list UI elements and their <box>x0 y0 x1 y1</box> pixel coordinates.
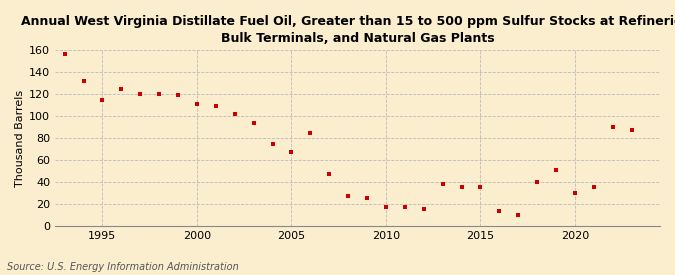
Point <box>400 205 410 210</box>
Point <box>305 130 316 135</box>
Title: Annual West Virginia Distillate Fuel Oil, Greater than 15 to 500 ppm Sulfur Stoc: Annual West Virginia Distillate Fuel Oil… <box>21 15 675 45</box>
Point <box>230 112 240 116</box>
Point <box>608 125 618 129</box>
Point <box>456 185 467 190</box>
Point <box>248 120 259 125</box>
Point <box>154 92 165 97</box>
Point <box>78 79 89 83</box>
Point <box>551 168 562 172</box>
Y-axis label: Thousand Barrels: Thousand Barrels <box>15 90 25 187</box>
Point <box>173 93 184 98</box>
Point <box>570 191 580 195</box>
Point <box>324 172 335 177</box>
Point <box>532 180 543 184</box>
Point <box>192 102 202 106</box>
Point <box>211 104 221 109</box>
Text: Source: U.S. Energy Information Administration: Source: U.S. Energy Information Administ… <box>7 262 238 272</box>
Point <box>343 194 354 199</box>
Point <box>286 150 297 155</box>
Point <box>494 208 505 213</box>
Point <box>437 182 448 186</box>
Point <box>116 87 127 91</box>
Point <box>362 196 373 201</box>
Point <box>418 207 429 212</box>
Point <box>97 98 108 102</box>
Point <box>267 141 278 146</box>
Point <box>626 128 637 133</box>
Point <box>513 213 524 217</box>
Point <box>135 92 146 97</box>
Point <box>589 185 599 190</box>
Point <box>381 205 392 210</box>
Point <box>59 51 70 56</box>
Point <box>475 185 486 190</box>
